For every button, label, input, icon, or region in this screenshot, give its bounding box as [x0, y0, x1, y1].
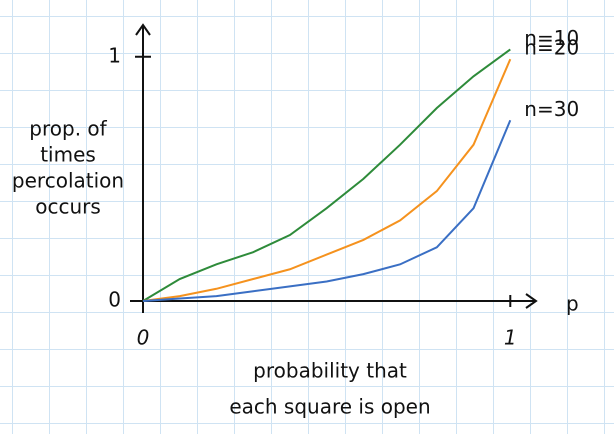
legend-label: n=20 [524, 36, 579, 60]
chart: 0 1 0 1 p probability that each square is open… [0, 0, 614, 434]
x-axis-label: probability that [253, 359, 407, 383]
x-tick-label: 0 [137, 326, 150, 350]
y-axis-label: times [40, 143, 96, 167]
series-line [143, 120, 510, 301]
x-symbol: p [566, 292, 579, 316]
legend-label: n=30 [524, 97, 579, 121]
x-tick-label: 1 [504, 326, 517, 350]
y-axis-label: percolation [12, 169, 124, 193]
y-tick-label: 0 [108, 288, 121, 312]
y-axis-label: occurs [35, 195, 101, 219]
y-tick-label: 1 [108, 43, 121, 67]
x-axis-label: each square is open [229, 395, 430, 419]
series-line [143, 59, 510, 301]
y-axis-label: prop. of [29, 117, 107, 141]
series-line [143, 49, 510, 301]
